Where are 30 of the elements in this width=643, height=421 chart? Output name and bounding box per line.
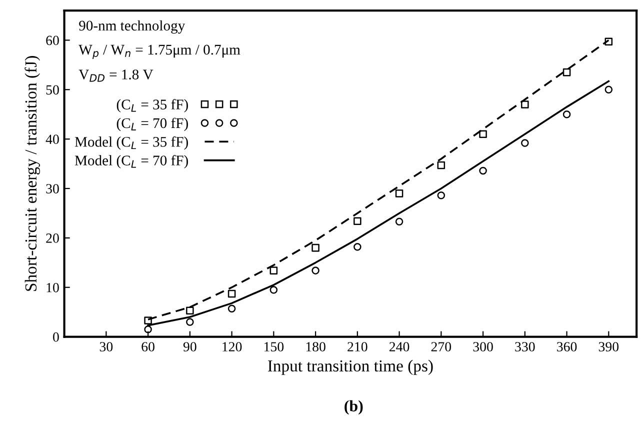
x-tick-label: 150 xyxy=(264,342,284,352)
text: (b) xyxy=(344,400,363,415)
x-tick-label: 180 xyxy=(306,342,326,352)
x-axis-title: Input transition time (ps) xyxy=(268,360,433,375)
annotation: V$_{DD}$ = 1.8 V xyxy=(78,70,154,82)
x-tick-label: 360 xyxy=(557,342,577,352)
x-tick-label: 120 xyxy=(222,342,242,352)
x-tick-label: 210 xyxy=(348,342,368,352)
x-tick-label: 300 xyxy=(473,342,493,352)
legend-label: Model (C$_{L}$ = 35 fF) xyxy=(74,136,188,150)
y-tick-label: 0 xyxy=(53,332,59,342)
y-tick-label: 30 xyxy=(46,184,59,194)
x-tick-label: 90 xyxy=(183,342,196,352)
y-tick-label: 40 xyxy=(46,134,59,144)
y-tick-label: 50 xyxy=(46,85,59,95)
x-tick-label: 330 xyxy=(515,342,535,352)
annotation: W$_{p}$ / W$_{n}$ = 1.75μm / 0.7μm xyxy=(78,44,240,59)
legend-label: (C$_{L}$ = 70 fF) xyxy=(116,118,188,132)
x-tick-label: 270 xyxy=(431,342,452,352)
x-tick-label: 60 xyxy=(142,342,154,352)
y-tick-label: 20 xyxy=(46,234,59,243)
x-tick-label: 30 xyxy=(100,342,113,352)
x-tick-label: 390 xyxy=(598,342,619,352)
annotation: 90-nm technology xyxy=(79,20,186,34)
y-axis-title: Short-circuit energy / transition (fJ) xyxy=(24,56,40,291)
x-tick-label: 240 xyxy=(389,342,410,352)
y-tick-label: 60 xyxy=(46,36,59,46)
y-tick-label: 10 xyxy=(46,282,59,292)
legend-label: Model (C$_{L}$ = 70 fF) xyxy=(74,155,188,168)
legend-label: (C$_{L}$ = 35 fF) xyxy=(116,99,188,112)
